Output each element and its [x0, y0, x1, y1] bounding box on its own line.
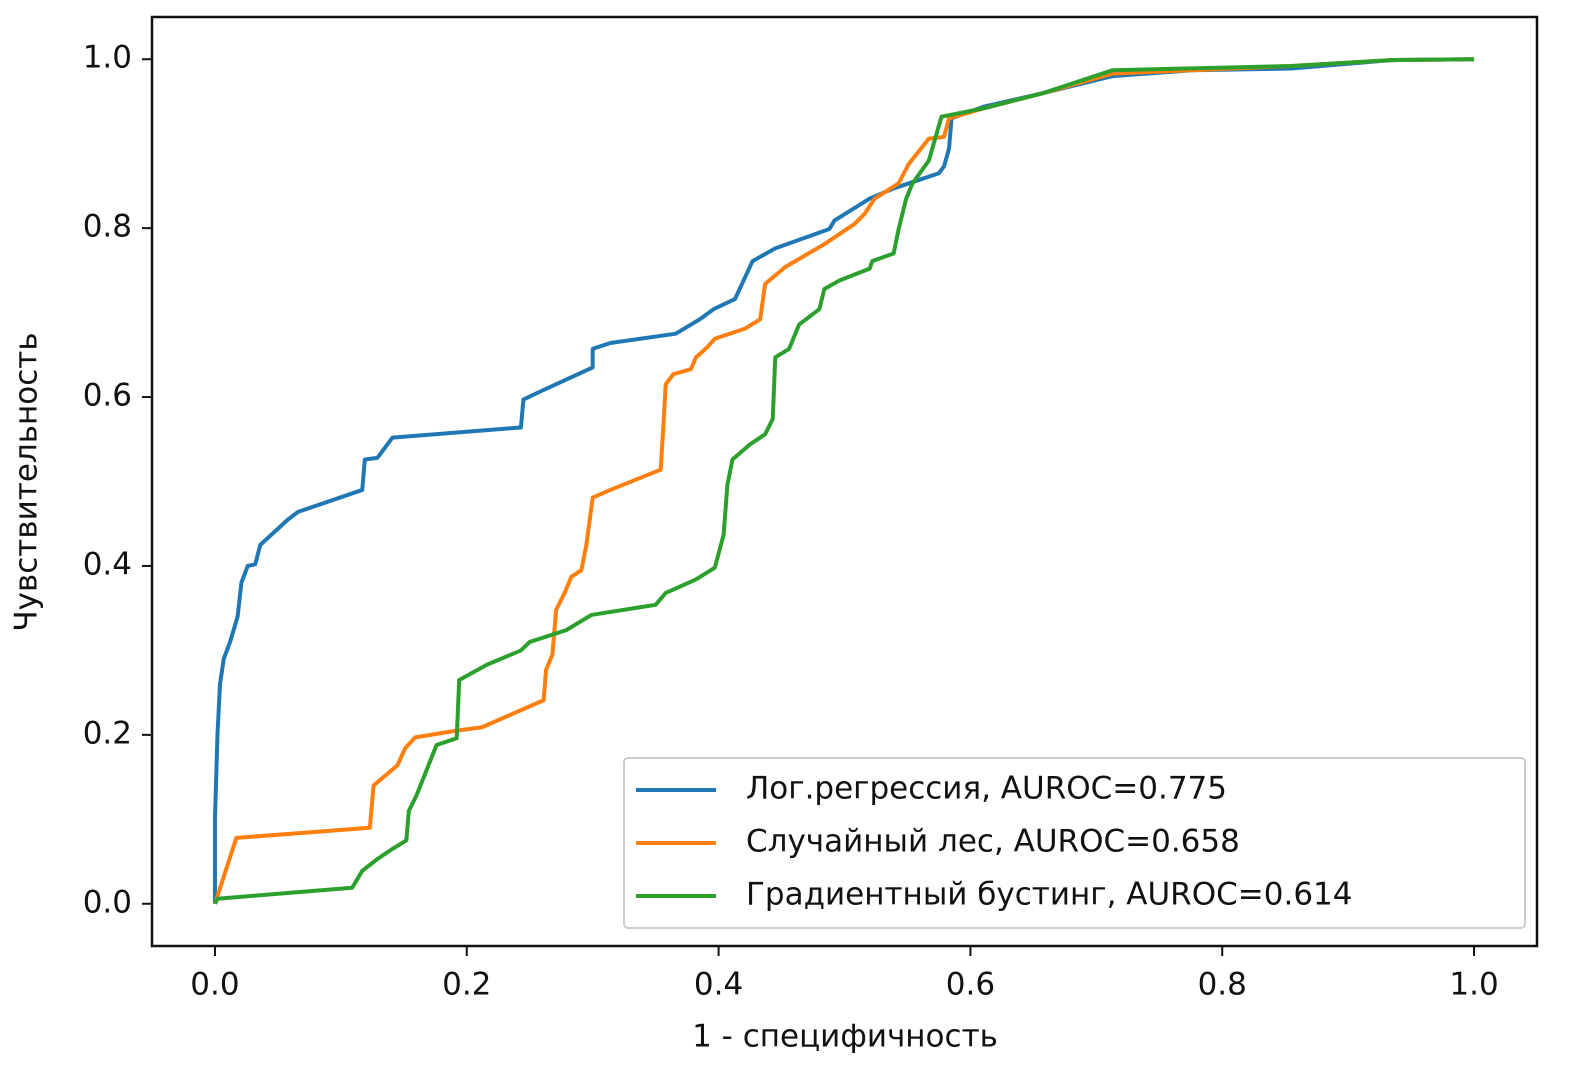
x-tick-label: 0.6 [946, 967, 995, 1003]
x-tick-label: 0.2 [442, 967, 491, 1003]
legend-box [623, 757, 1526, 929]
legend-label: Случайный лес, AUROC=0.658 [746, 824, 1240, 860]
x-tick-label: 0.8 [1198, 967, 1247, 1003]
x-tick-label: 0.0 [190, 967, 239, 1003]
x-tick-label: 1.0 [1449, 967, 1498, 1003]
line-series [213, 57, 1475, 905]
line-series [213, 57, 1475, 905]
y-tick-label: 0.2 [83, 715, 132, 751]
y-axis-label: Чувствительность [9, 332, 45, 631]
x-axis-label: 1 - специфичность [692, 1019, 998, 1055]
y-tick-label: 0.6 [83, 378, 132, 414]
x-tick-label: 0.4 [694, 967, 743, 1003]
legend-label: Лог.регрессия, AUROC=0.775 [746, 771, 1227, 807]
y-tick-label: 1.0 [83, 40, 132, 76]
y-tick-label: 0.4 [83, 546, 132, 582]
y-tick-label: 0.8 [83, 209, 132, 245]
y-tick-label: 0.0 [83, 884, 132, 920]
plot-frame [150, 15, 1539, 948]
line-series [212, 57, 1475, 904]
legend-label: Градиентный бустинг, AUROC=0.614 [746, 877, 1352, 913]
